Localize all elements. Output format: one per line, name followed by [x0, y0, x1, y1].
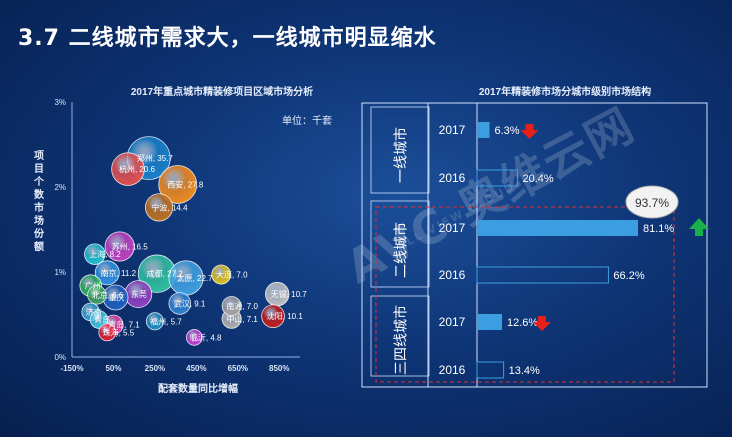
- bubble-point: [144, 193, 174, 222]
- bubble-label: 太原, 22.7: [177, 273, 214, 283]
- page-title: 3.7 二线城市需求大，一线城市明显缩水: [18, 26, 437, 51]
- bubble-point: [87, 285, 107, 305]
- bubble-label: 福州, 5.7: [150, 317, 182, 326]
- bubble-chart-title: 2017年重点城市精装修项目区域市场分析: [130, 87, 314, 98]
- x-tick-label: 850%: [269, 364, 289, 373]
- bubble-point: [84, 243, 106, 265]
- bubble-point: [221, 296, 242, 316]
- bubble-label: 东莞: [131, 289, 147, 299]
- bubble-label: 青岛: [94, 315, 110, 325]
- bubble-point: [145, 312, 164, 331]
- bubble-point: [94, 260, 120, 286]
- bubble-label: 郑州, 35.7: [137, 153, 174, 163]
- bubble-label: 中山, 7.1: [226, 314, 258, 324]
- bar-chart-frame: [361, 102, 708, 388]
- group-box: [370, 106, 430, 194]
- x-tick-label: 50%: [105, 364, 121, 373]
- group-box: [370, 295, 430, 377]
- bubble-label: 成都, 27.2: [147, 269, 184, 279]
- bar-2016: [476, 169, 518, 187]
- year-label: 2016: [439, 171, 466, 185]
- callout-label: 93.7%: [635, 196, 669, 210]
- up-arrow-icon: [689, 218, 709, 236]
- bubble-point: [98, 323, 117, 342]
- bubble-label: 宁波, 14.4: [152, 202, 189, 212]
- bubble-point: [104, 231, 135, 262]
- down-arrow-icon: [533, 316, 552, 331]
- bubble-label: 临沂, 4.8: [190, 332, 222, 342]
- bubble-point: [168, 292, 192, 315]
- bubble-label: 无锡, 10.7: [271, 290, 308, 299]
- bubble-point: [158, 165, 198, 204]
- y-tick-label: 0%: [54, 353, 66, 362]
- bubble-point: [186, 329, 203, 346]
- bar-chart-title: 2017年精装修市场分城市级别市场结构: [478, 87, 652, 98]
- bubble-label: 珠海, 5.5: [103, 327, 135, 337]
- x-tick-label: 650%: [228, 364, 248, 373]
- bubble-label: 武汉, 9.1: [174, 298, 206, 308]
- group-label: 二线城市: [393, 222, 409, 278]
- y-tick-label: 1%: [54, 268, 66, 277]
- x-tick-label: 450%: [186, 364, 206, 373]
- bubble-label: 沈阳, 10.1: [267, 311, 304, 321]
- bar-2017: [477, 122, 490, 138]
- bar-value-label: 12.6%: [507, 317, 538, 329]
- bar-value-label: 66.2%: [613, 270, 644, 282]
- bar-value-label: 6.3%: [495, 125, 520, 137]
- bar-value-label: 81.1%: [643, 223, 674, 235]
- bar-2016: [476, 361, 505, 379]
- year-label: 2017: [439, 221, 466, 235]
- x-tick-label: 250%: [145, 364, 165, 373]
- x-axis-label: 配套数量同比增幅: [158, 384, 238, 395]
- callout-bubble: [625, 185, 679, 219]
- bubble-label: 北京, 6.6: [92, 290, 124, 300]
- bubble-label: 杭州, 20.6: [119, 164, 156, 174]
- x-tick-label: -150%: [60, 364, 83, 373]
- bubble-point: [111, 152, 145, 186]
- bubble-label: 大连, 7.0: [216, 270, 248, 280]
- bar-2016: [476, 266, 609, 284]
- group-label: 一线城市: [393, 127, 409, 183]
- y-tick-label: 2%: [54, 183, 66, 192]
- bubble-label: 重庆: [109, 293, 125, 303]
- highlight-box: [375, 206, 675, 383]
- bar-value-label: 20.4%: [522, 173, 553, 185]
- bubble-label: 南京, 11.2: [101, 268, 137, 278]
- bubble-label: 西安, 27.8: [167, 179, 204, 189]
- year-label: 2017: [439, 123, 466, 137]
- group-label: 三四线城市: [393, 305, 409, 375]
- bar-value-label: 13.4%: [509, 365, 540, 377]
- bubble-label: 上海, 8.2: [89, 249, 121, 259]
- group-box: [370, 200, 430, 288]
- year-label: 2017: [439, 315, 466, 329]
- bubble-label: 青岛, 7.1: [108, 320, 140, 330]
- y-axis-label: 项目个数市场份额: [34, 151, 44, 253]
- bubble-label: 苏州, 16.5: [112, 242, 149, 252]
- bar-2017: [477, 314, 503, 330]
- bar-2017: [477, 220, 638, 236]
- bubble-label: 济南: [86, 307, 102, 317]
- down-arrow-icon: [520, 124, 539, 139]
- bubble-point: [261, 304, 285, 329]
- bubble-label: 广州: [85, 281, 101, 291]
- y-tick-label: 3%: [54, 98, 66, 107]
- year-label: 2016: [439, 268, 466, 282]
- bubble-point: [89, 310, 109, 329]
- unit-label: 单位：千套: [282, 116, 332, 127]
- bubble-label: 南通, 7.0: [226, 301, 258, 311]
- year-label: 2016: [439, 363, 466, 377]
- bubble-point: [211, 264, 232, 285]
